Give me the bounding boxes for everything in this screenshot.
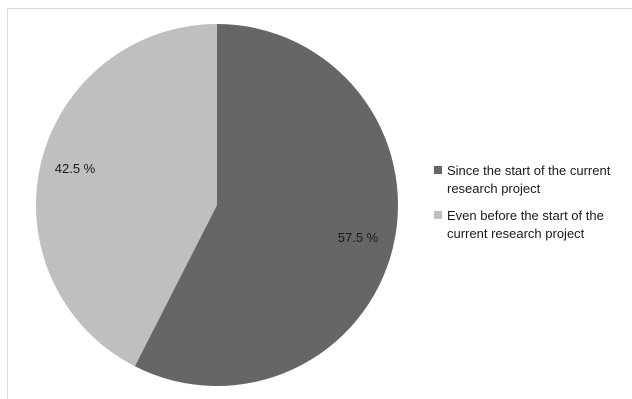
pie-slice-before-start <box>36 24 217 367</box>
legend-swatch-before-start <box>434 211 442 219</box>
chart-area <box>7 8 632 399</box>
legend-swatch-since-start <box>434 166 442 174</box>
legend-label-before-start: Even before the start of the current res… <box>447 208 604 241</box>
legend: Since the start of the current research … <box>434 162 629 252</box>
pie-slice-since-start <box>134 24 399 386</box>
data-label-since-start: 57.5 % <box>338 230 379 245</box>
data-label-before-start: 42.5 % <box>55 161 96 176</box>
legend-item-since-start: Since the start of the current research … <box>434 162 629 198</box>
legend-item-before-start: Even before the start of the current res… <box>434 207 629 243</box>
legend-label-since-start: Since the start of the current research … <box>447 163 611 196</box>
